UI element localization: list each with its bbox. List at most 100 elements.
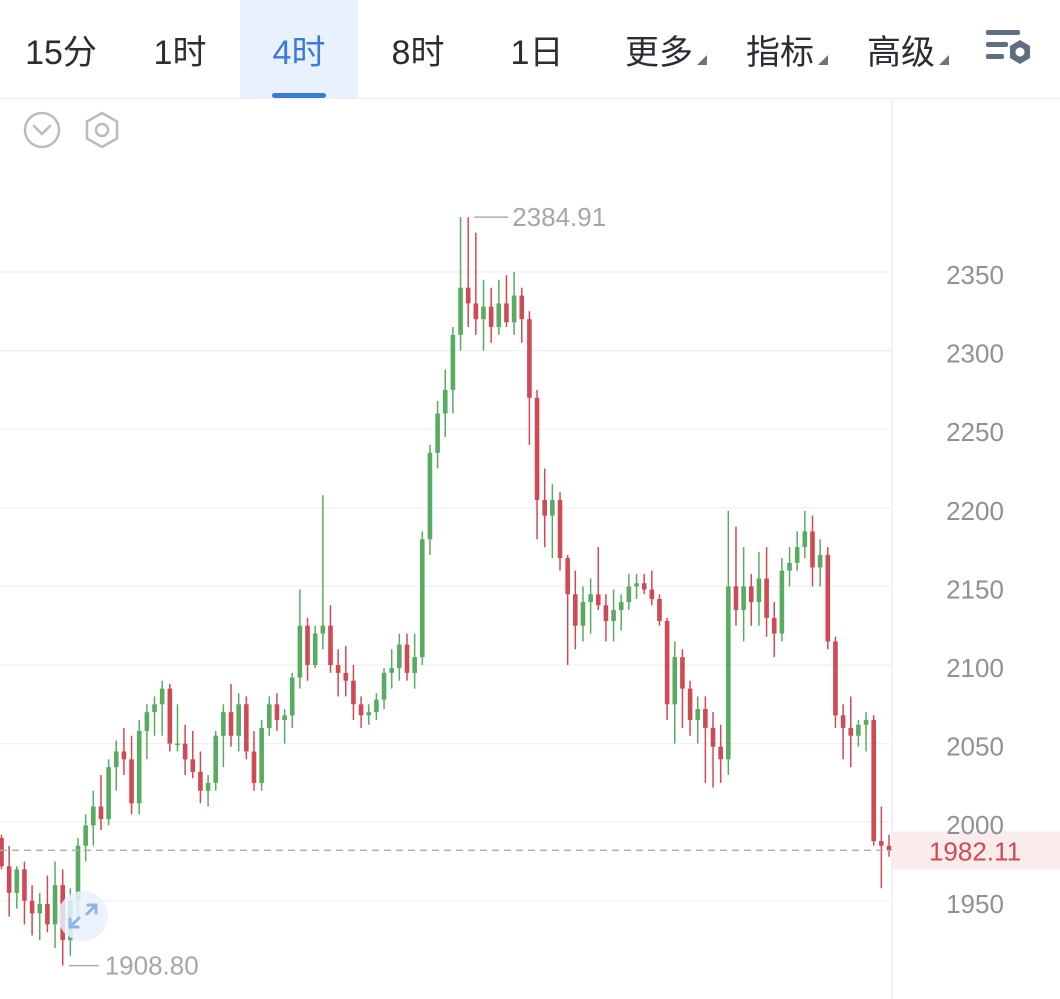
candle <box>98 775 104 831</box>
candle-body <box>98 806 104 820</box>
y-tick-label: 2250 <box>946 417 1004 447</box>
candle <box>366 704 372 725</box>
candle <box>726 510 731 776</box>
candle-body <box>573 594 578 626</box>
candle <box>802 510 808 559</box>
candle-body <box>481 306 486 320</box>
dropdown-label: 指标 <box>746 33 814 72</box>
candle-body <box>412 657 417 673</box>
candle-body <box>611 609 616 621</box>
candle-body <box>588 594 593 603</box>
candle <box>748 573 754 626</box>
candle-body <box>794 547 800 563</box>
candle-body <box>687 688 693 721</box>
candle-body <box>810 531 815 568</box>
candle <box>0 834 4 870</box>
active-tab-indicator <box>272 93 326 98</box>
candle <box>771 602 777 658</box>
candle-body <box>863 720 869 725</box>
candle-body <box>465 287 471 304</box>
candle <box>213 731 219 791</box>
grid-lines <box>0 99 893 999</box>
candle-body <box>580 602 586 626</box>
dropdown-triangle-icon <box>939 55 949 65</box>
candle <box>611 589 616 642</box>
candle-body <box>741 586 746 610</box>
candle-body <box>175 743 180 746</box>
candle <box>274 693 280 732</box>
indicators-dropdown[interactable]: 指标 <box>746 0 828 98</box>
candle-body <box>527 319 532 398</box>
candle <box>52 861 58 948</box>
y-tick-label: 2200 <box>946 496 1004 526</box>
candle <box>519 287 525 343</box>
dropdown-label: 高级 <box>867 33 935 72</box>
candle-body <box>672 657 678 705</box>
candle-body <box>733 586 739 610</box>
candle-body <box>817 554 823 568</box>
last-price-tag <box>892 831 1060 870</box>
list-settings-icon[interactable] <box>982 26 1036 70</box>
candle-body <box>129 759 134 804</box>
advanced-dropdown[interactable]: 高级 <box>867 0 949 98</box>
candle <box>649 570 655 606</box>
candle <box>473 232 479 335</box>
chevron-down-circle-icon[interactable] <box>22 110 62 150</box>
last-price-label: 1982.11 <box>929 836 1021 866</box>
tab-4hour[interactable]: 4时 <box>240 0 358 98</box>
candle-body <box>106 767 111 820</box>
candle-body <box>297 625 303 678</box>
candle-body <box>680 657 685 689</box>
candle <box>787 547 792 587</box>
y-tick-label: 2300 <box>946 339 1004 369</box>
tab-15min[interactable]: 15分 <box>2 0 120 98</box>
dropdown-label: 更多 <box>625 33 693 72</box>
candle-body <box>534 397 540 500</box>
candle <box>496 279 502 335</box>
hexagon-settings-icon[interactable] <box>82 110 122 150</box>
candle-body <box>228 712 234 736</box>
candle <box>328 605 333 673</box>
tab-label: 1时 <box>153 33 207 72</box>
candle <box>687 680 693 736</box>
candle-body <box>641 583 647 590</box>
candle-body <box>427 452 433 540</box>
candle <box>580 586 586 642</box>
candle-body <box>244 704 249 752</box>
y-tick-label: 2000 <box>946 810 1004 840</box>
more-dropdown[interactable]: 更多 <box>625 0 707 98</box>
tab-1hour[interactable]: 1时 <box>121 0 239 98</box>
tab-8hour[interactable]: 8时 <box>359 0 477 98</box>
candle <box>595 547 601 610</box>
candle-body <box>764 578 769 618</box>
candle <box>404 633 410 681</box>
candle <box>259 720 264 791</box>
candle <box>565 554 570 665</box>
candle-body <box>550 499 555 516</box>
candle <box>550 484 555 559</box>
candle <box>488 287 494 343</box>
candle <box>159 680 165 736</box>
annotations: 2384.91 1908.80 1982.11 <box>0 202 1060 981</box>
candle-body <box>83 825 88 846</box>
candle <box>557 492 563 571</box>
candle <box>389 649 394 689</box>
candle <box>289 672 295 728</box>
candle <box>152 696 157 736</box>
candle <box>91 790 96 846</box>
candle-body <box>305 625 310 665</box>
candle <box>664 617 670 721</box>
candle-body <box>366 712 372 716</box>
candle <box>22 861 27 925</box>
candle <box>879 806 884 889</box>
candle <box>442 369 448 438</box>
candle-body <box>22 869 27 901</box>
candlestick-chart[interactable]: 2384.91 1908.80 1982.11 1950 2000 2050 2100 21… <box>0 99 1060 999</box>
candle <box>427 444 433 555</box>
candle <box>833 636 838 728</box>
candle <box>695 696 701 744</box>
candle <box>840 704 846 760</box>
expand-arrows-icon[interactable] <box>58 891 108 941</box>
candle-body <box>879 841 884 846</box>
tab-1day[interactable]: 1日 <box>478 0 596 98</box>
